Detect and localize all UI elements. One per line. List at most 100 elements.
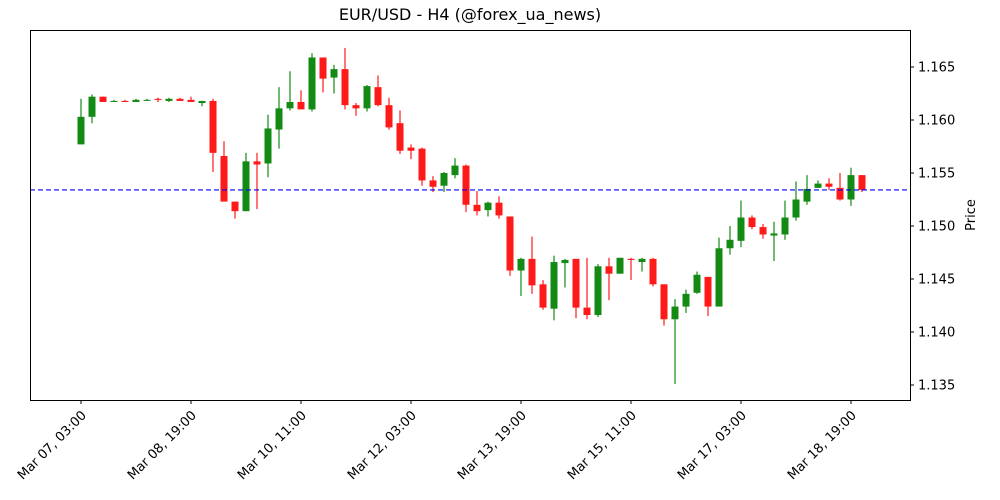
candle xyxy=(297,90,305,110)
candle xyxy=(462,164,470,213)
candles-layer xyxy=(77,47,866,384)
candle-body xyxy=(352,105,360,109)
candle-body xyxy=(550,262,558,309)
candle xyxy=(495,196,503,219)
candle xyxy=(330,64,338,94)
candle xyxy=(154,97,162,102)
y-tick-label: 1.145 xyxy=(918,273,955,288)
candle-body xyxy=(88,96,96,117)
candle xyxy=(363,85,371,112)
candle xyxy=(704,276,712,317)
candle-body xyxy=(572,258,580,308)
candle-body xyxy=(528,258,536,286)
candle-body xyxy=(792,199,800,218)
candle-body xyxy=(583,307,591,316)
candle-body xyxy=(176,98,184,101)
y-tick-label: 1.165 xyxy=(918,61,955,76)
candle-body xyxy=(539,284,547,308)
candle-body xyxy=(363,86,371,109)
x-tick-label: Mar 10, 11:00 xyxy=(235,408,310,483)
candle-body xyxy=(473,204,481,212)
x-axis: Mar 07, 03:00 Mar 08, 19:00 Mar 10, 11:00 M… xyxy=(15,400,860,483)
candle xyxy=(759,223,767,239)
candle xyxy=(583,257,591,320)
candle-body xyxy=(319,57,327,79)
candle xyxy=(671,299,679,384)
candle xyxy=(473,191,481,216)
candle-body xyxy=(704,276,712,307)
candle xyxy=(132,98,140,102)
x-tick-label: Mar 18, 19:00 xyxy=(785,408,860,483)
candle-body xyxy=(517,258,525,271)
candle xyxy=(638,257,646,272)
candle-body xyxy=(748,217,756,228)
candle-body xyxy=(231,201,239,212)
candle-body xyxy=(341,69,349,106)
candle xyxy=(220,141,228,202)
candle-body xyxy=(253,161,261,165)
candle xyxy=(814,180,822,188)
candle xyxy=(506,216,514,276)
candle-body xyxy=(781,217,789,235)
x-tick-label: Mar 12, 03:00 xyxy=(345,408,420,483)
candle-body xyxy=(297,101,305,110)
candle-body xyxy=(627,258,635,260)
candle xyxy=(660,284,668,326)
candle xyxy=(242,152,250,212)
candle-body xyxy=(506,216,514,271)
y-tick-label: 1.160 xyxy=(918,114,955,129)
candle xyxy=(396,110,404,154)
candle xyxy=(165,97,173,102)
candle-body xyxy=(814,183,822,188)
candle-body xyxy=(77,116,85,145)
candle-body xyxy=(671,306,679,320)
candle xyxy=(110,99,118,102)
candle xyxy=(77,98,85,145)
candle xyxy=(99,96,107,102)
plot-frame xyxy=(30,30,911,401)
candle xyxy=(407,144,415,160)
candle-body xyxy=(220,156,228,202)
y-tick-label: 1.150 xyxy=(918,220,955,235)
candle xyxy=(341,47,349,110)
candle xyxy=(748,215,756,230)
candle xyxy=(209,98,217,172)
candle xyxy=(836,173,844,201)
candle xyxy=(231,201,239,219)
candle xyxy=(88,94,96,124)
x-tick-label: Mar 08, 19:00 xyxy=(125,408,200,483)
candle-body xyxy=(286,101,294,109)
y-tick-label: 1.140 xyxy=(918,326,955,341)
candle xyxy=(550,255,558,321)
candle-body xyxy=(385,105,393,128)
candle xyxy=(572,258,580,319)
candle-body xyxy=(451,165,459,176)
y-tick-label: 1.135 xyxy=(918,379,955,394)
x-tick-label: Mar 13, 19:00 xyxy=(455,408,530,483)
candle xyxy=(198,100,206,107)
candle xyxy=(253,152,261,210)
candle-body xyxy=(407,147,415,151)
candle-body xyxy=(308,57,316,110)
candle-body xyxy=(693,274,701,293)
candle-body xyxy=(737,217,745,241)
x-tick-label: Mar 17, 03:00 xyxy=(675,408,750,483)
candle-body xyxy=(660,284,668,320)
candle xyxy=(440,171,448,193)
candle xyxy=(319,57,327,93)
candle-body xyxy=(143,99,151,101)
y-axis-label: Price xyxy=(964,199,979,231)
candle xyxy=(286,71,294,111)
candle-body xyxy=(770,233,778,236)
x-tick-label: Mar 15, 11:00 xyxy=(565,408,640,483)
candle-body xyxy=(638,258,646,263)
candle xyxy=(726,226,734,255)
candle xyxy=(561,258,569,288)
candle xyxy=(385,97,393,130)
candle xyxy=(847,167,855,206)
candle-body xyxy=(330,69,338,78)
candle-body xyxy=(440,173,448,186)
candle-body xyxy=(132,99,140,102)
candle xyxy=(605,257,613,301)
